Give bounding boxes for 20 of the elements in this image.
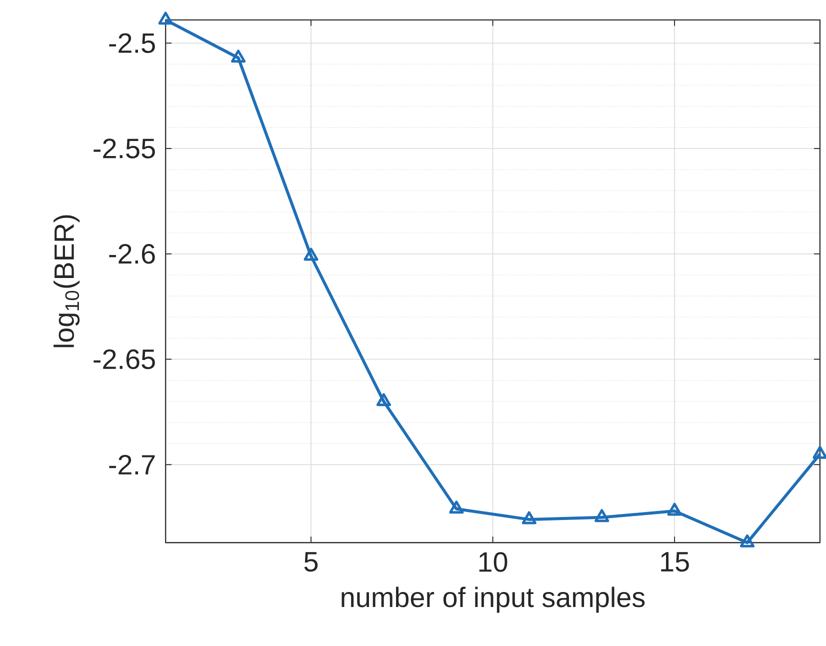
point <box>158 12 173 24</box>
x-tick-label: 5 <box>304 552 318 572</box>
y-tick-label: -2.65 <box>94 349 155 369</box>
point <box>522 511 536 524</box>
point <box>667 502 682 516</box>
point <box>740 534 755 548</box>
point <box>231 49 246 62</box>
point <box>304 248 318 261</box>
x-tick-label: 15 <box>661 552 689 572</box>
y-tick-label: -2.55 <box>94 138 155 158</box>
y-tick-label: -2.6 <box>109 244 155 264</box>
point <box>449 500 464 514</box>
x-axis-title: number of input samples <box>342 586 645 613</box>
x-tick-label: 10 <box>479 552 508 572</box>
point <box>594 508 610 522</box>
y-axis-title: log$_{10}$(BER) <box>54 215 80 347</box>
point <box>376 393 392 406</box>
y-tick-label: -2.7 <box>109 454 155 474</box>
point <box>812 446 826 459</box>
y-tick-label: -2.5 <box>109 33 155 53</box>
